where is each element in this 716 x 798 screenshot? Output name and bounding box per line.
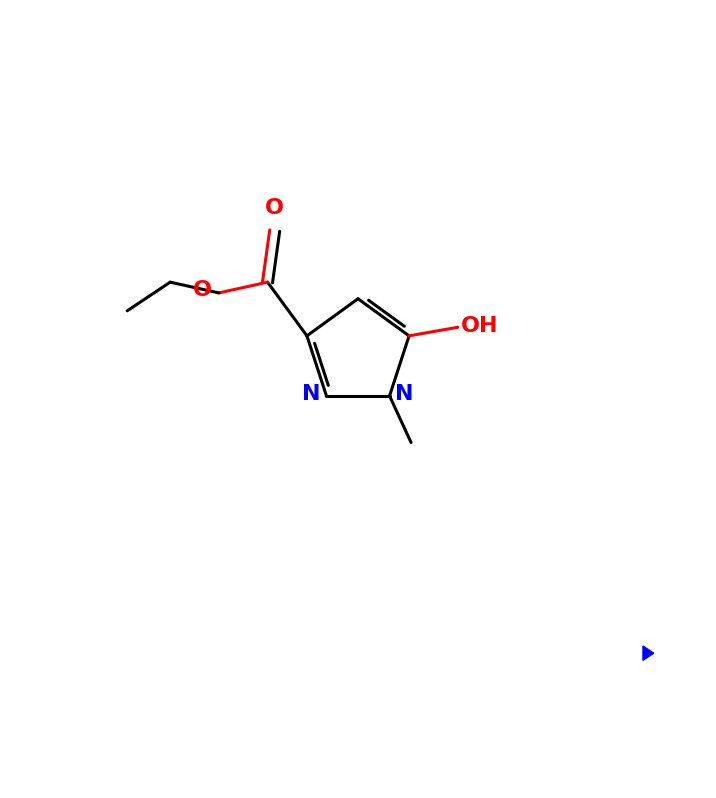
Text: O: O <box>265 198 284 218</box>
Text: OH: OH <box>461 316 499 336</box>
Text: N: N <box>302 384 321 404</box>
Text: N: N <box>395 384 414 404</box>
Polygon shape <box>643 646 654 660</box>
Text: O: O <box>193 280 212 300</box>
